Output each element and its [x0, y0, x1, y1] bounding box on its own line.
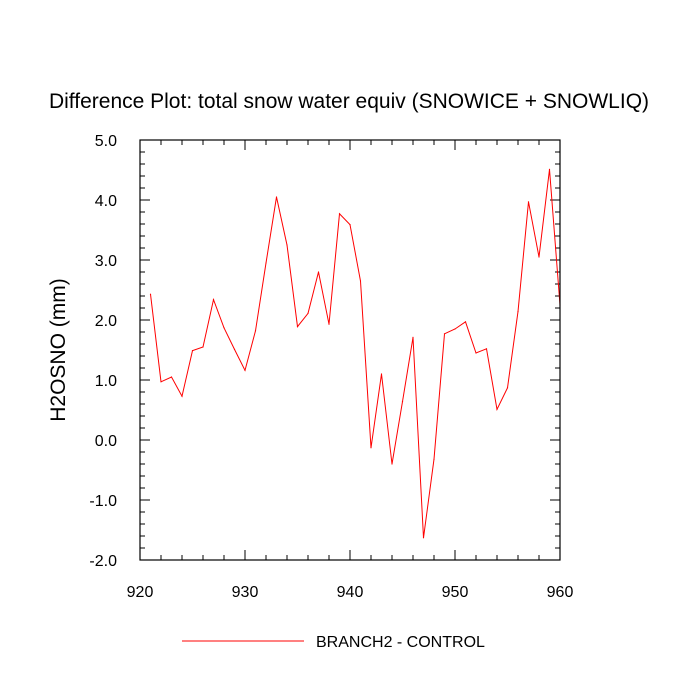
data-point — [296, 326, 299, 328]
y-tick-label: 1.0 — [95, 373, 117, 390]
data-point — [349, 224, 351, 226]
y-axis-label: H2OSNO (mm) — [47, 278, 70, 422]
data-point — [412, 336, 414, 338]
data-point — [170, 376, 173, 378]
data-point — [454, 328, 456, 330]
data-point — [506, 387, 509, 389]
data-point — [443, 333, 446, 335]
data-point — [359, 280, 362, 282]
data-point — [391, 463, 393, 465]
data-point — [233, 348, 236, 350]
data-point — [464, 321, 467, 323]
data-point — [212, 299, 215, 301]
data-point — [338, 213, 341, 215]
x-tick-label: 940 — [337, 584, 364, 601]
x-tick-label: 930 — [232, 584, 259, 601]
data-point — [527, 201, 530, 203]
data-point — [496, 408, 498, 410]
legend-label: BRANCH2 - CONTROL — [316, 634, 485, 651]
data-point — [433, 458, 435, 460]
data-point — [307, 312, 309, 314]
data-point — [485, 348, 488, 350]
data-point — [275, 196, 278, 198]
axis-ticks — [139, 139, 561, 561]
plot-frame — [139, 139, 561, 561]
tick-labels: 920 930 940 950 960 -2.0 -1.0 0.0 1.0 2.0 3.0 4.0 5.… — [89, 133, 573, 601]
data-point — [254, 330, 257, 332]
chart-title: Difference Plot: total snow water equiv … — [49, 90, 649, 113]
y-tick-label: 5.0 — [95, 133, 117, 150]
data-point — [244, 369, 246, 371]
data-point — [149, 293, 152, 295]
data-point — [160, 381, 162, 383]
data-point — [548, 168, 551, 170]
data-point — [517, 311, 519, 313]
data-point — [317, 271, 320, 273]
y-tick-label: 0.0 — [95, 433, 117, 450]
data-point — [181, 395, 183, 397]
x-tick-label: 920 — [127, 584, 154, 601]
legend: BRANCH2 - CONTROL — [182, 634, 485, 651]
y-tick-label: 2.0 — [95, 313, 117, 330]
y-tick-label: -1.0 — [89, 493, 117, 510]
y-tick-label: -2.0 — [89, 553, 117, 570]
data-point — [286, 244, 288, 246]
data-point — [401, 401, 404, 403]
data-point — [370, 447, 372, 449]
data-point — [538, 256, 540, 258]
data-point — [223, 327, 225, 329]
data-point — [265, 262, 267, 264]
data-point — [202, 346, 204, 348]
x-tick-label: 950 — [442, 584, 469, 601]
data-point — [380, 373, 383, 375]
series-line — [150, 169, 561, 538]
data-point — [328, 323, 330, 325]
y-tick-label: 3.0 — [95, 253, 117, 270]
data-point — [191, 350, 194, 352]
x-tick-label: 960 — [547, 584, 574, 601]
y-tick-label: 4.0 — [95, 193, 117, 210]
data-point — [475, 352, 477, 354]
series-group — [149, 168, 561, 539]
data-point — [422, 537, 425, 539]
